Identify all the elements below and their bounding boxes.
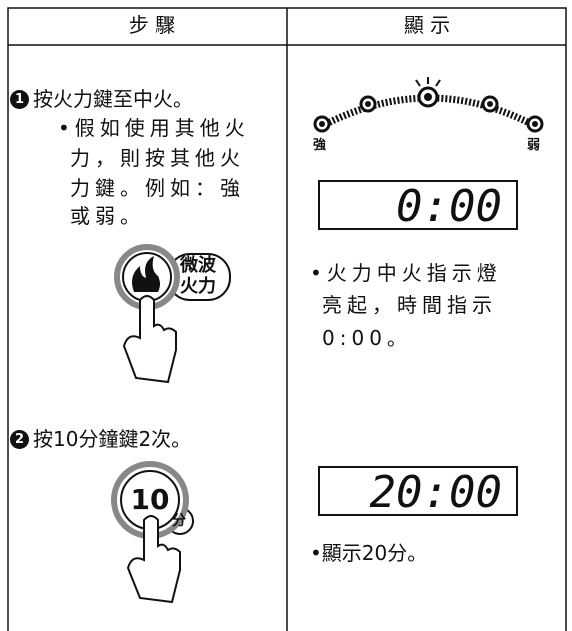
button-label: 10 (130, 483, 170, 516)
instruction: 按10分鐘鍵2次。 (33, 427, 192, 451)
lcd: 0:00 (318, 180, 518, 232)
note-line: •火力中火指示燈 (310, 261, 502, 285)
header-step: 步 驟 (128, 13, 176, 37)
note-line: •假如使用其他火 (58, 116, 250, 140)
note-line: 力，則按其他火 (70, 146, 245, 170)
note-line: 力鍵。例如：強 (70, 176, 245, 200)
instruction: 按火力鍵至中火。 (33, 87, 193, 111)
note-line: •顯示20分。 (310, 541, 428, 565)
lcd: 20:00 (318, 466, 518, 518)
note-line: 0:00。 (322, 326, 412, 350)
header-display: 顯 示 (403, 13, 451, 37)
note-line: 或弱。 (70, 204, 145, 228)
button-label: 火力 (180, 276, 216, 297)
step-number: 1 (10, 90, 29, 109)
button-label: 分 (172, 513, 186, 529)
power-label: 弱 (527, 138, 541, 153)
note-line: 亮起，時間指示 (322, 293, 497, 317)
step-number: 2 (10, 430, 29, 449)
button-label: 微波 (180, 255, 216, 276)
power-label: 強 (313, 138, 327, 153)
